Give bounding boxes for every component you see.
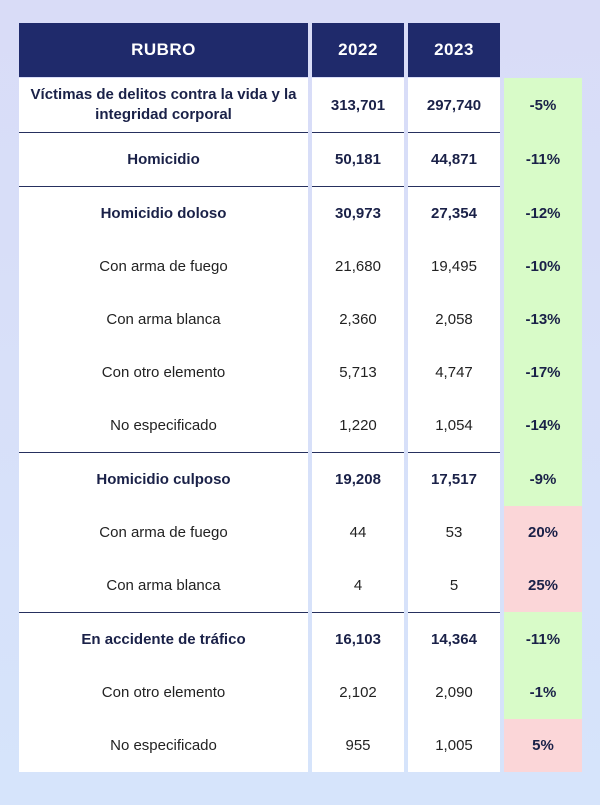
table-header-row: RUBRO 2022 2023: [19, 23, 582, 77]
change-percent: -5%: [504, 78, 582, 132]
value-2022: 313,701: [312, 78, 404, 132]
change-percent: -9%: [504, 452, 582, 506]
value-2023: 1,005: [408, 719, 500, 772]
crime-table-container: RUBRO 2022 2023 Víctimas de delitos cont…: [19, 23, 582, 772]
crime-statistics-table: RUBRO 2022 2023 Víctimas de delitos cont…: [19, 23, 582, 772]
row-label: Con arma blanca: [19, 293, 308, 346]
change-percent: 5%: [504, 719, 582, 772]
row-label: Homicidio culposo: [19, 452, 308, 506]
table-row: No especificado 955 1,005 5%: [19, 719, 582, 772]
value-2023: 17,517: [408, 452, 500, 506]
table-row: No especificado 1,220 1,054 -14%: [19, 399, 582, 452]
value-2022: 44: [312, 506, 404, 559]
value-2022: 16,103: [312, 612, 404, 666]
table-row: Con arma de fuego 44 53 20%: [19, 506, 582, 559]
value-2023: 44,871: [408, 132, 500, 186]
table-row: Con arma blanca 4 5 25%: [19, 559, 582, 612]
row-label: Víctimas de delitos contra la vida y la …: [19, 78, 308, 132]
change-percent: -11%: [504, 132, 582, 186]
value-2023: 5: [408, 559, 500, 612]
change-percent: -14%: [504, 399, 582, 452]
row-label: Con arma de fuego: [19, 240, 308, 293]
row-label: No especificado: [19, 399, 308, 452]
table-row: Víctimas de delitos contra la vida y la …: [19, 78, 582, 132]
row-label: En accidente de tráfico: [19, 612, 308, 666]
value-2023: 2,090: [408, 666, 500, 719]
value-2022: 2,102: [312, 666, 404, 719]
row-label: Homicidio doloso: [19, 186, 308, 240]
value-2022: 19,208: [312, 452, 404, 506]
change-percent: -1%: [504, 666, 582, 719]
row-label: No especificado: [19, 719, 308, 772]
table-row: Con arma de fuego 21,680 19,495 -10%: [19, 240, 582, 293]
value-2023: 4,747: [408, 346, 500, 399]
value-2022: 21,680: [312, 240, 404, 293]
value-2022: 1,220: [312, 399, 404, 452]
value-2023: 53: [408, 506, 500, 559]
value-2023: 1,054: [408, 399, 500, 452]
value-2022: 4: [312, 559, 404, 612]
value-2022: 50,181: [312, 132, 404, 186]
table-row: En accidente de tráfico 16,103 14,364 -1…: [19, 612, 582, 666]
header-rubro: RUBRO: [19, 23, 308, 77]
value-2022: 5,713: [312, 346, 404, 399]
table-row: Con otro elemento 5,713 4,747 -17%: [19, 346, 582, 399]
value-2022: 30,973: [312, 186, 404, 240]
change-percent: -17%: [504, 346, 582, 399]
change-percent: -10%: [504, 240, 582, 293]
header-change-blank: [504, 23, 582, 77]
table-row: Con otro elemento 2,102 2,090 -1%: [19, 666, 582, 719]
change-percent: 20%: [504, 506, 582, 559]
row-label: Con arma blanca: [19, 559, 308, 612]
value-2023: 27,354: [408, 186, 500, 240]
value-2023: 297,740: [408, 78, 500, 132]
header-year-2023: 2023: [408, 23, 500, 77]
change-percent: -13%: [504, 293, 582, 346]
change-percent: 25%: [504, 559, 582, 612]
value-2022: 955: [312, 719, 404, 772]
table-row: Con arma blanca 2,360 2,058 -13%: [19, 293, 582, 346]
change-percent: -12%: [504, 186, 582, 240]
row-label: Con otro elemento: [19, 346, 308, 399]
row-label: Homicidio: [19, 132, 308, 186]
value-2023: 19,495: [408, 240, 500, 293]
table-row: Homicidio 50,181 44,871 -11%: [19, 132, 582, 186]
value-2023: 14,364: [408, 612, 500, 666]
value-2022: 2,360: [312, 293, 404, 346]
value-2023: 2,058: [408, 293, 500, 346]
change-percent: -11%: [504, 612, 582, 666]
header-year-2022: 2022: [312, 23, 404, 77]
table-row: Homicidio culposo 19,208 17,517 -9%: [19, 452, 582, 506]
table-row: Homicidio doloso 30,973 27,354 -12%: [19, 186, 582, 240]
row-label: Con arma de fuego: [19, 506, 308, 559]
row-label: Con otro elemento: [19, 666, 308, 719]
